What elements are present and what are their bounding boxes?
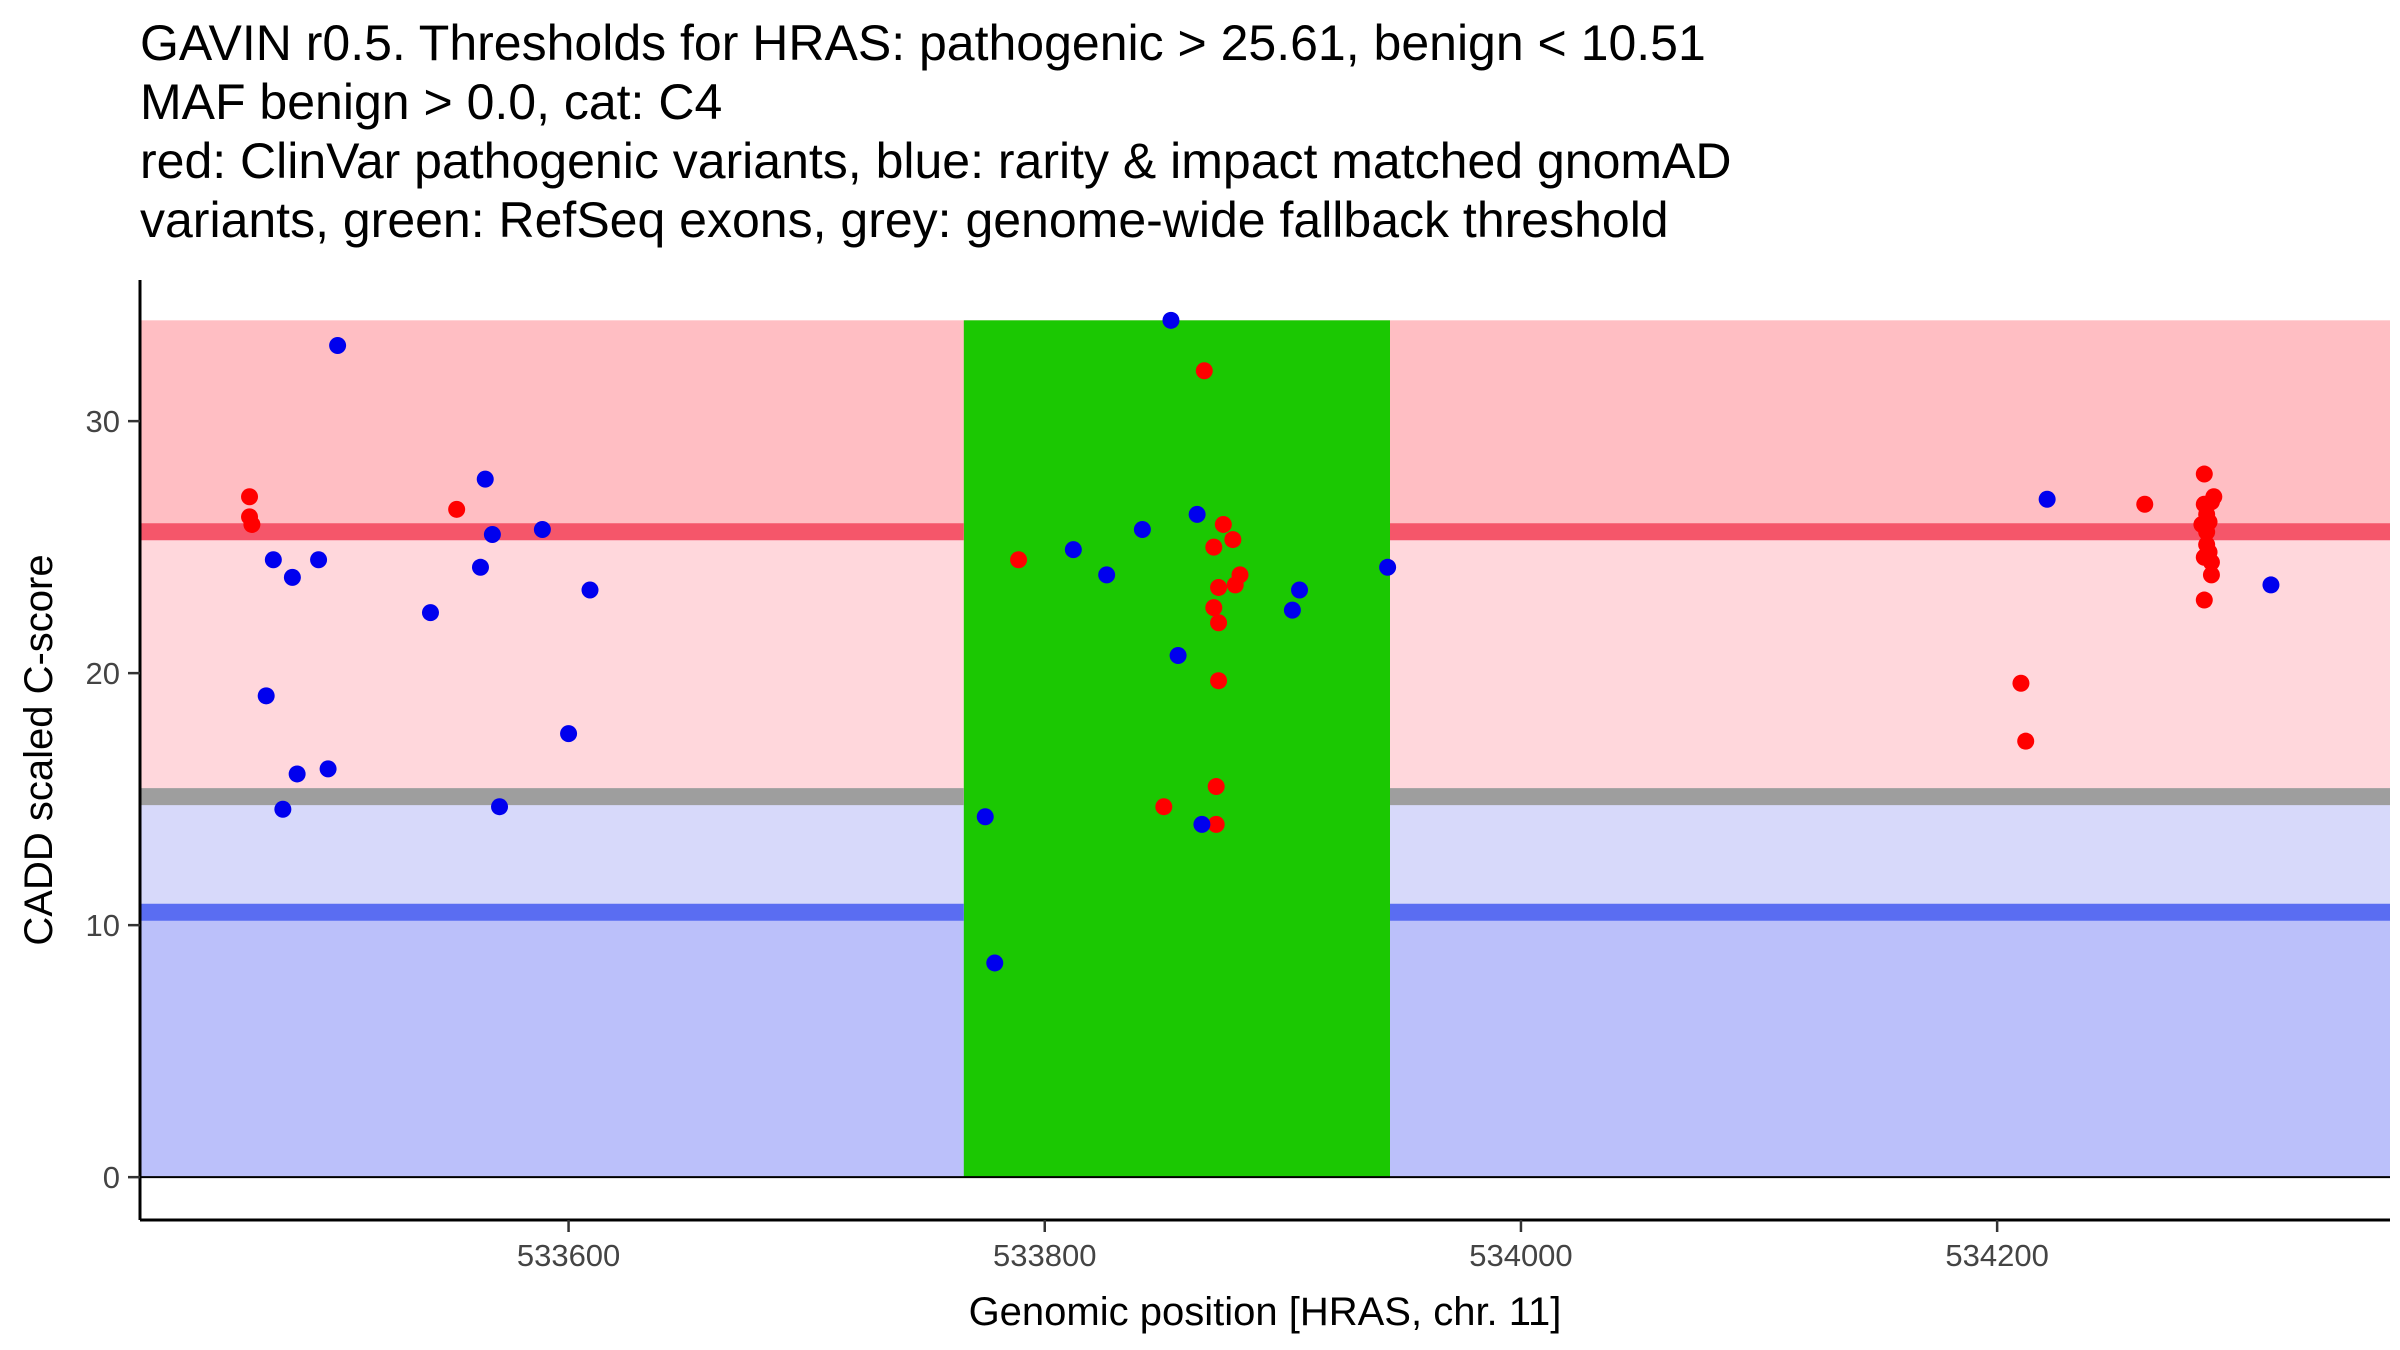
pathogenic-variant-point xyxy=(1210,578,1228,596)
gnomad-variant-point xyxy=(264,551,282,569)
exon-regions xyxy=(963,320,1390,1178)
gnomad-variant-point xyxy=(1193,815,1211,833)
pathogenic-variant-point xyxy=(1195,362,1213,380)
gnomad-variant-point xyxy=(1162,311,1180,329)
x-tick-label: 534200 xyxy=(1945,1238,2048,1273)
chart-title: GAVIN r0.5. Thresholds for HRAS: pathoge… xyxy=(140,14,1731,250)
gnomad-variant-point xyxy=(471,558,489,576)
title-line-2: MAF benign > 0.0, cat: C4 xyxy=(140,74,723,130)
gnomad-variant-point xyxy=(483,526,501,544)
pathogenic-variant-point xyxy=(243,515,261,533)
gnomad-variant-point xyxy=(491,798,509,816)
pathogenic-variant-point xyxy=(2017,732,2035,750)
exon-region xyxy=(963,320,1390,1178)
gnomad-variant-point xyxy=(533,520,551,538)
gnomad-variant-point xyxy=(319,760,337,778)
threshold-lines xyxy=(140,523,2390,921)
gnomad-variant-point xyxy=(1169,646,1187,664)
pathogenic-variant-point xyxy=(2202,553,2220,571)
gnomad-variant-point xyxy=(1379,558,1397,576)
pathogenic-variant-point xyxy=(1207,815,1225,833)
gnomad-variant-point xyxy=(1064,541,1082,559)
gnomad-variant-point xyxy=(1133,520,1151,538)
pathogenic-variant-point xyxy=(2195,591,2213,609)
gnomad-variant-point xyxy=(2262,576,2280,594)
gnomad-variant-point xyxy=(2038,490,2056,508)
pathogenic-variant-point xyxy=(1210,672,1228,690)
y-tick-label: 10 xyxy=(86,908,120,943)
x-tick-label: 533600 xyxy=(517,1238,620,1273)
gnomad-variant-point xyxy=(283,568,301,586)
gnomad-variant-point xyxy=(421,604,439,622)
gnomad-variant-point xyxy=(257,687,275,705)
pathogenic-variant-point xyxy=(1214,515,1232,533)
pathogenic-variant-point xyxy=(1224,531,1242,549)
gnomad-variant-point xyxy=(274,800,292,818)
pathogenic-variant-point xyxy=(1205,599,1223,617)
pathogenic-variant-point xyxy=(241,488,259,506)
pathogenic-variant-point xyxy=(1231,566,1249,584)
title-line-1: GAVIN r0.5. Thresholds for HRAS: pathoge… xyxy=(140,15,1706,71)
pathogenic-variant-point xyxy=(2193,515,2211,533)
y-tick-label: 30 xyxy=(86,404,120,439)
gnomad-variant-point xyxy=(310,551,328,569)
gnomad-variant-point xyxy=(560,725,578,743)
x-tick-label: 534000 xyxy=(1469,1238,1572,1273)
x-tick-label: 533800 xyxy=(993,1238,1096,1273)
x-axis-title: Genomic position [HRAS, chr. 11] xyxy=(969,1290,1562,1334)
pathogenic-variant-point xyxy=(1207,778,1225,796)
pathogenic-variant-point xyxy=(2202,566,2220,584)
pathogenic-variant-point xyxy=(1205,538,1223,556)
gnomad-variant-point xyxy=(1188,505,1206,523)
title-line-4: variants, green: RefSeq exons, grey: gen… xyxy=(140,192,1669,248)
pathogenic-variant-point xyxy=(1210,614,1228,632)
pathogenic-variant-point xyxy=(448,500,466,518)
gnomad-variant-point xyxy=(986,954,1004,972)
gnomad-variant-point xyxy=(288,765,306,783)
pathogenic-variant-point xyxy=(2136,495,2154,513)
gnomad-variant-point xyxy=(581,581,599,599)
y-tick-label: 0 xyxy=(103,1160,120,1195)
pathogenic-variant-point xyxy=(2012,674,2030,692)
y-axis-title: CADD scaled C-score xyxy=(17,554,61,945)
axes: 0 10 20 30 533600 533800 534000 534200 xyxy=(86,280,2390,1273)
gnomad-variant-point xyxy=(1283,601,1301,619)
title-line-3: red: ClinVar pathogenic variants, blue: … xyxy=(140,133,1732,189)
gnomad-variant-point xyxy=(329,337,347,355)
pathogenic-variant-point xyxy=(1155,798,1173,816)
gnomad-variant-point xyxy=(476,470,494,488)
pathogenic-variant-point xyxy=(2195,465,2213,483)
pathogenic-variant-point xyxy=(1010,551,1028,569)
pathogenic-variant-point xyxy=(2205,488,2223,506)
y-tick-label: 20 xyxy=(86,656,120,691)
gnomad-variant-point xyxy=(976,808,994,826)
variant-points xyxy=(241,311,2280,972)
gnomad-variant-point xyxy=(1098,566,1116,584)
gnomad-variant-point xyxy=(1291,581,1309,599)
